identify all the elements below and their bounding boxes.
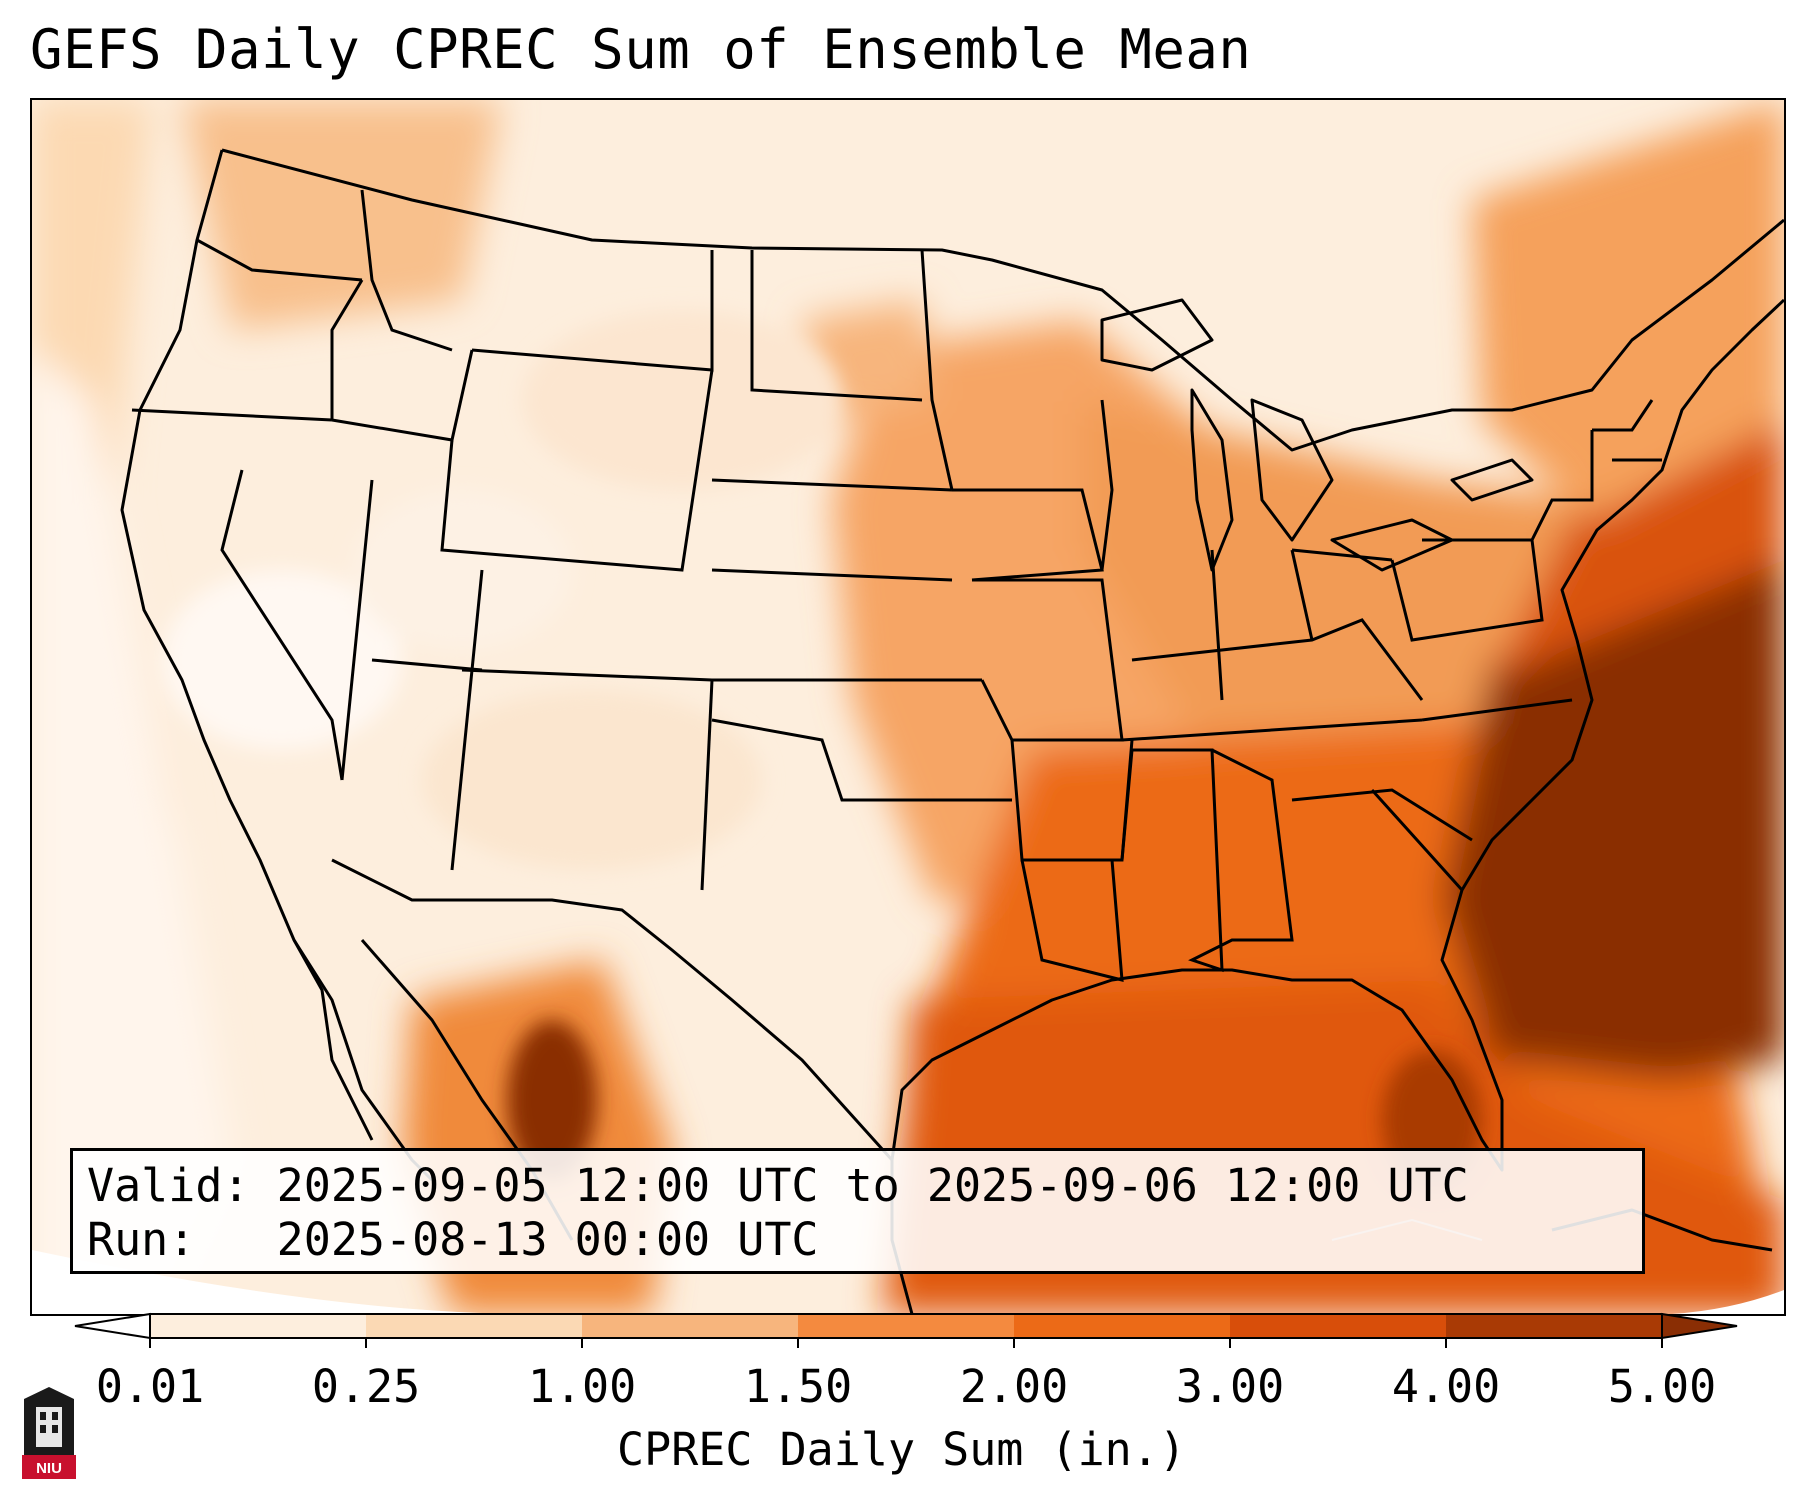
- colorbar-segment: [1230, 1314, 1447, 1338]
- border-nv-ut: [340, 479, 374, 781]
- logo-text: NIU: [36, 1460, 62, 1477]
- colorbar-tick-label: 2.00: [959, 1360, 1069, 1413]
- logo-banner: [22, 1455, 76, 1479]
- colorbar-segment: [582, 1314, 799, 1338]
- atlantic-heavy: [1442, 550, 1784, 1080]
- colorbar-segment: [798, 1314, 1015, 1338]
- border-il-in: [1100, 399, 1224, 701]
- us-canada-border: [221, 148, 1784, 452]
- colorbar-tick-label: 3.00: [1175, 1360, 1285, 1413]
- border-tn-ky: [1121, 718, 1423, 742]
- colorbar-outline: [149, 1313, 1663, 1339]
- run-value: 2025-08-13 00:00 UTC: [276, 1213, 819, 1266]
- far-west-white: [32, 350, 232, 1314]
- west-light-spot: [162, 570, 402, 750]
- run-row: Run: 2025-08-13 00:00 UTC: [87, 1213, 1628, 1267]
- border-mo: [972, 578, 1124, 742]
- border-mn: [920, 249, 954, 491]
- border-new-england: [1592, 399, 1662, 462]
- border-nd-sd: [750, 250, 923, 402]
- colorbar: [74, 1312, 1738, 1348]
- colorbar-segment: [366, 1314, 583, 1338]
- border-or-ca-nv: [131, 408, 333, 422]
- niu-logo: NIU: [22, 1387, 76, 1479]
- border-oh: [1290, 548, 1393, 641]
- projection-edge-right: [1672, 1290, 1784, 1314]
- border-va-nc: [1421, 698, 1573, 722]
- map-frame: Valid: 2025-09-05 12:00 UTC to 2025-09-0…: [30, 98, 1786, 1316]
- colorbar-extend-high: [1661, 1312, 1738, 1340]
- border-ok-tx: [711, 718, 1012, 802]
- projection-edge: [32, 1250, 1784, 1314]
- new-england: [1472, 100, 1784, 520]
- mexico-heavy: [507, 1020, 597, 1180]
- border-nc-sc-ga: [1291, 788, 1473, 892]
- border-or-id: [330, 279, 364, 420]
- colorbar-segment: [1014, 1314, 1231, 1338]
- map-title: GEFS Daily CPREC Sum of Ensemble Mean: [30, 18, 1252, 81]
- colorbar-tick-label: 0.01: [95, 1360, 205, 1413]
- gulf-coast: [890, 298, 1784, 1172]
- valid-value: 2025-09-05 12:00 UTC to 2025-09-06 12:00…: [276, 1159, 1469, 1212]
- logo-tower: [36, 1407, 62, 1447]
- border-nm-tx: [700, 679, 714, 891]
- colorbar-segment: [1446, 1314, 1663, 1338]
- colorbar-tick-label: 0.25: [311, 1360, 421, 1413]
- border-sd-ne: [711, 478, 953, 492]
- colorbar-tick-label: 1.00: [527, 1360, 637, 1413]
- utah-light: [352, 490, 572, 650]
- colorbar-extend-low: [74, 1312, 151, 1340]
- colorbar-tick-label: 4.00: [1391, 1360, 1501, 1413]
- state-borders: [131, 189, 1662, 982]
- border-co-nm: [461, 668, 713, 682]
- colorbar-tick-label: 5.00: [1607, 1360, 1717, 1413]
- border-la: [1020, 859, 1124, 982]
- border-ut-az: [371, 658, 483, 672]
- border-ms-al: [1120, 748, 1294, 973]
- valid-row: Valid: 2025-09-05 12:00 UTC to 2025-09-0…: [87, 1159, 1628, 1213]
- border-ia: [952, 488, 1104, 582]
- info-box: Valid: 2025-09-05 12:00 UTC to 2025-09-0…: [70, 1148, 1645, 1274]
- colorbar-tick-label: 1.50: [743, 1360, 853, 1413]
- us-west-coast: [120, 149, 374, 1141]
- us-mexico-border: [331, 858, 894, 1162]
- run-label: Run:: [87, 1213, 196, 1266]
- border-wy-co: [440, 369, 714, 572]
- border-pa: [1390, 538, 1544, 642]
- colorbar-label: CPREC Daily Sum (in.): [617, 1423, 1186, 1476]
- colorbar-segment: [150, 1314, 367, 1338]
- border-id-mt: [360, 189, 453, 352]
- border-ne-ks: [711, 568, 953, 582]
- valid-label: Valid:: [87, 1159, 250, 1212]
- northwest: [182, 100, 502, 330]
- border-ky-oh: [1131, 618, 1424, 701]
- border-az-nm: [450, 569, 484, 871]
- atlantic-medium: [1492, 400, 1784, 680]
- border-ny: [1530, 430, 1594, 541]
- projection-edge-left: [32, 1250, 532, 1314]
- border-wa-or: [196, 238, 363, 282]
- montana-light: [522, 310, 842, 490]
- border-ca-nv: [220, 469, 344, 781]
- southwest-light: [422, 690, 762, 870]
